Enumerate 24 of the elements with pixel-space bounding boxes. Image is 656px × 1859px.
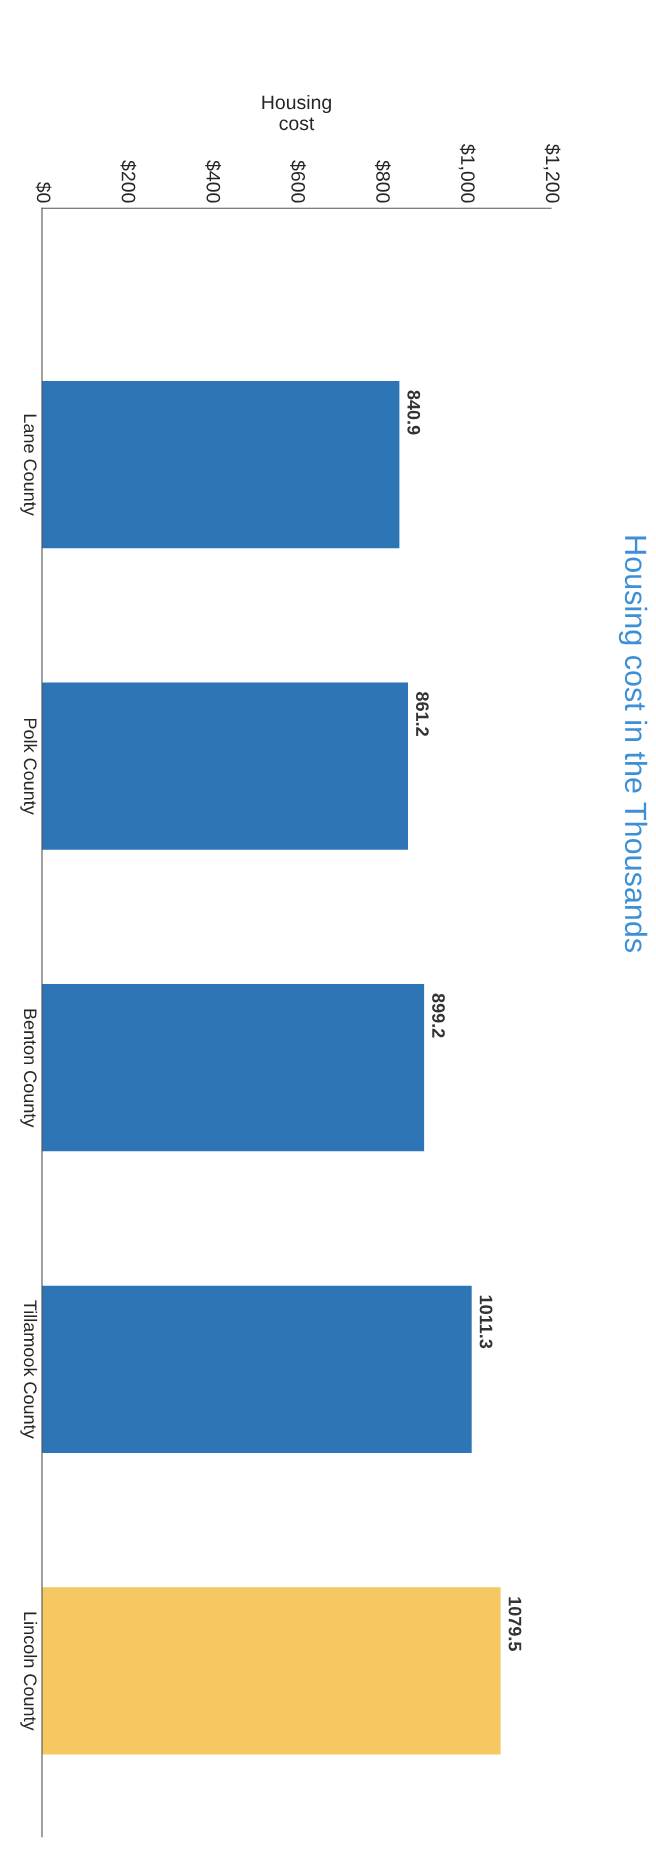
- x-tick-label: $1,200: [543, 144, 561, 203]
- data-label: 1011.3: [479, 1295, 493, 1349]
- data-label: 840.9: [407, 390, 421, 435]
- y-tick-label: Lincoln County: [20, 1612, 38, 1731]
- bar: [41, 984, 425, 1152]
- x-axis-title: Housing cost: [262, 94, 331, 131]
- bar: [41, 1587, 501, 1755]
- y-tick-label: Benton County: [20, 1009, 37, 1128]
- x-tick-label: $800: [374, 160, 391, 203]
- x-tick-label: $0: [35, 181, 52, 203]
- y-tick-label: Polk County: [20, 718, 38, 815]
- x-tick-label: $600: [290, 160, 306, 203]
- text: Housing cost in the Thousands: [618, 536, 648, 953]
- y-tick-label: Tillamook County: [20, 1300, 38, 1439]
- bar: [41, 380, 400, 549]
- x-tick-label: $400: [205, 160, 222, 203]
- y-tick-label: Lane County: [20, 414, 37, 516]
- data-label: 861.2: [415, 692, 429, 736]
- bar: [41, 1285, 472, 1453]
- data-label: 1079.5: [508, 1597, 522, 1651]
- bar: [41, 682, 409, 850]
- data-label: 899.2: [432, 993, 445, 1038]
- x-tick-label: $1,000: [458, 144, 476, 203]
- x-tick-label: $200: [120, 160, 137, 203]
